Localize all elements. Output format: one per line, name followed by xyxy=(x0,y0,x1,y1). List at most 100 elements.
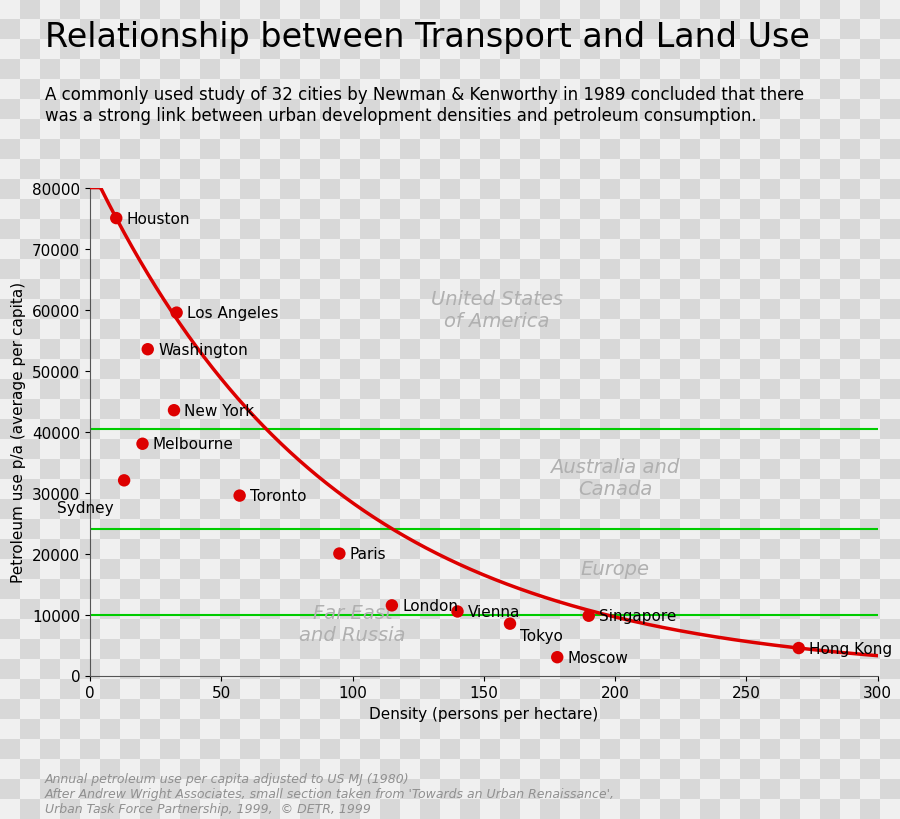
Bar xyxy=(340,699,360,719)
Bar xyxy=(80,400,100,419)
Bar xyxy=(520,200,540,219)
Bar xyxy=(480,759,500,779)
Bar xyxy=(220,679,240,699)
Bar xyxy=(360,279,380,300)
Bar xyxy=(480,300,500,319)
Bar xyxy=(860,200,880,219)
Bar xyxy=(880,200,900,219)
Bar xyxy=(440,559,460,579)
Bar xyxy=(860,40,880,60)
Bar xyxy=(720,759,740,779)
Bar xyxy=(400,519,420,540)
Bar xyxy=(480,659,500,679)
Bar xyxy=(20,0,40,20)
Bar xyxy=(840,40,860,60)
Bar xyxy=(460,340,480,360)
Bar xyxy=(840,340,860,360)
Bar xyxy=(380,20,400,40)
Bar xyxy=(40,279,60,300)
Bar xyxy=(860,619,880,639)
Bar xyxy=(180,279,200,300)
Bar xyxy=(360,379,380,400)
Bar xyxy=(500,160,520,180)
Bar xyxy=(400,120,420,140)
Bar xyxy=(680,300,700,319)
Bar xyxy=(360,639,380,659)
Bar xyxy=(480,360,500,379)
Bar xyxy=(60,759,80,779)
Bar xyxy=(80,639,100,659)
Bar xyxy=(60,799,80,819)
Bar xyxy=(720,679,740,699)
Bar xyxy=(100,60,120,80)
Bar xyxy=(520,619,540,639)
Bar xyxy=(740,419,760,440)
Bar xyxy=(380,559,400,579)
Bar xyxy=(660,300,680,319)
Bar xyxy=(660,719,680,739)
Bar xyxy=(400,340,420,360)
Bar xyxy=(360,779,380,799)
Bar xyxy=(460,300,480,319)
Bar xyxy=(260,719,280,739)
Bar xyxy=(60,160,80,180)
Bar xyxy=(600,219,620,240)
Bar xyxy=(820,779,840,799)
Bar xyxy=(680,0,700,20)
Bar xyxy=(100,759,120,779)
Bar xyxy=(840,200,860,219)
Bar xyxy=(200,440,220,459)
Bar xyxy=(360,260,380,279)
Bar xyxy=(100,100,120,120)
Bar xyxy=(300,519,320,540)
Bar xyxy=(280,759,300,779)
Bar xyxy=(160,679,180,699)
Bar xyxy=(480,540,500,559)
Bar xyxy=(0,579,20,600)
Point xyxy=(140,343,155,356)
Bar xyxy=(220,100,240,120)
Bar xyxy=(140,219,160,240)
Bar xyxy=(700,200,720,219)
Bar xyxy=(240,60,260,80)
Text: Houston: Houston xyxy=(127,211,190,226)
Bar xyxy=(660,20,680,40)
Bar xyxy=(260,500,280,519)
Bar xyxy=(780,360,800,379)
Bar xyxy=(560,379,580,400)
Bar xyxy=(580,400,600,419)
Bar xyxy=(240,340,260,360)
Bar xyxy=(860,100,880,120)
Bar xyxy=(800,240,820,260)
Bar xyxy=(260,180,280,200)
Bar xyxy=(280,100,300,120)
Bar xyxy=(560,260,580,279)
Bar xyxy=(740,500,760,519)
Bar xyxy=(280,419,300,440)
Bar xyxy=(780,300,800,319)
Bar xyxy=(100,260,120,279)
Bar xyxy=(280,300,300,319)
Bar xyxy=(860,260,880,279)
Bar xyxy=(260,459,280,479)
Bar xyxy=(260,160,280,180)
Bar xyxy=(540,80,560,100)
Bar xyxy=(640,759,660,779)
Bar xyxy=(560,60,580,80)
Bar xyxy=(280,679,300,699)
Text: Washington: Washington xyxy=(158,342,248,357)
Bar xyxy=(40,479,60,500)
Bar xyxy=(640,799,660,819)
Bar xyxy=(320,240,340,260)
Bar xyxy=(400,459,420,479)
Bar xyxy=(320,500,340,519)
Bar xyxy=(500,419,520,440)
Bar xyxy=(680,120,700,140)
Bar xyxy=(340,160,360,180)
Bar xyxy=(340,579,360,600)
Bar xyxy=(720,300,740,319)
Bar xyxy=(180,219,200,240)
Bar xyxy=(780,719,800,739)
Bar xyxy=(40,80,60,100)
Bar xyxy=(780,160,800,180)
